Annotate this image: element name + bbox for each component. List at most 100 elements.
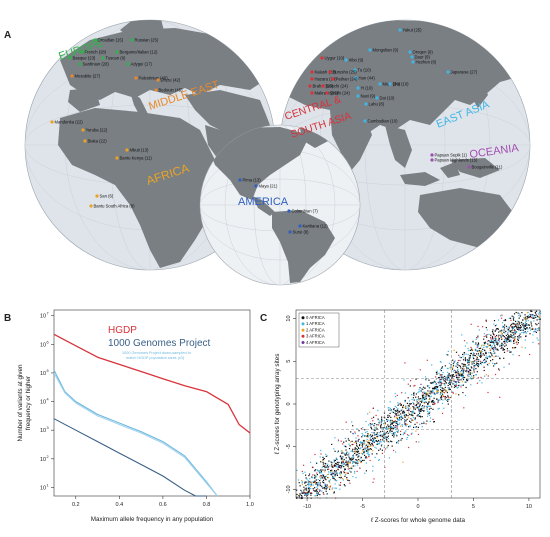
scatter-point <box>412 417 414 419</box>
scatter-point <box>363 439 365 442</box>
scatter-point <box>532 314 534 316</box>
scatter-point <box>483 354 485 356</box>
scatter-point <box>404 421 406 423</box>
scatter-point <box>333 474 335 476</box>
scatter-point <box>364 445 366 447</box>
scatter-point <box>359 448 361 450</box>
scatter-point <box>299 494 301 496</box>
scatter-point <box>317 482 319 484</box>
scatter-point <box>414 423 416 425</box>
population-marker: Hezhen (8) <box>411 60 437 65</box>
scatter-point <box>415 430 417 432</box>
scatter-point <box>308 490 310 492</box>
scatter-point <box>489 336 492 338</box>
scatter-point <box>444 378 446 380</box>
scatter-point <box>506 341 508 343</box>
scatter-point <box>393 421 395 423</box>
population-dot <box>134 76 138 80</box>
scatter-point <box>530 317 532 319</box>
scatter-point <box>489 349 491 351</box>
scatter-point <box>369 444 372 446</box>
scatter-point <box>357 462 359 464</box>
scatter-point <box>352 454 355 456</box>
scatter-point <box>440 378 442 381</box>
scatter-point <box>510 324 512 326</box>
scatter-point <box>475 338 477 340</box>
scatter-point <box>369 442 371 444</box>
scatter-point <box>492 359 494 361</box>
population-label: Yoruba (22) <box>86 128 108 133</box>
scatter-point <box>325 488 327 490</box>
scatter-point <box>329 485 332 487</box>
scatter-point <box>439 399 441 401</box>
scatter-point <box>471 367 473 369</box>
scatter-point <box>344 468 346 470</box>
scatter-point <box>462 375 464 377</box>
scatter-point <box>320 449 322 452</box>
scatter-point <box>296 493 298 496</box>
scatter-point <box>456 372 458 374</box>
scatter-point <box>364 456 367 458</box>
population-marker: Han (44) <box>354 76 375 81</box>
population-label: Colombian (7) <box>292 209 319 214</box>
scatter-point <box>487 356 489 358</box>
scatter-point <box>442 389 444 391</box>
scatter-point <box>519 327 521 329</box>
scatter-point <box>425 401 427 403</box>
scatter-point <box>379 441 381 443</box>
scatter-point <box>492 329 494 331</box>
scatter-point <box>532 317 534 319</box>
series-line <box>53 369 218 497</box>
scatter-point <box>384 427 386 429</box>
scatter-point <box>382 428 384 430</box>
scatter-point <box>355 462 357 464</box>
scatter-point <box>331 471 333 473</box>
scatter-point <box>493 334 495 336</box>
legend-1000g-down1: 1000 Genomes Project down-sampled to <box>122 351 191 355</box>
scatter-point <box>437 392 439 394</box>
scatter-point <box>410 410 412 413</box>
scatter-point <box>440 380 442 382</box>
scatter-point <box>478 350 480 352</box>
legend-1000g-down2: match HGDP population sizes (x3) <box>126 356 185 360</box>
scatter-point <box>354 447 356 449</box>
scatter-point <box>447 403 449 405</box>
scatter-point <box>532 341 534 343</box>
scatter-point <box>480 347 482 349</box>
scatter-point <box>364 429 366 431</box>
y-tick-label: 5 <box>286 360 292 363</box>
scatter-point <box>452 391 454 393</box>
scatter-point <box>475 364 477 366</box>
scatter-point <box>402 461 404 463</box>
scatter-point <box>429 420 431 422</box>
scatter-point <box>448 398 450 401</box>
scatter-point <box>408 435 410 437</box>
scatter-point <box>491 347 493 349</box>
scatter-point <box>315 483 317 485</box>
scatter-point <box>469 369 471 371</box>
scatter-point <box>437 381 439 383</box>
scatter-point <box>377 440 379 443</box>
scatter-point <box>501 337 503 339</box>
scatter-point <box>402 412 404 414</box>
scatter-point <box>396 424 399 426</box>
scatter-point <box>354 452 356 454</box>
scatter-point <box>443 383 445 385</box>
scatter-point <box>512 354 514 356</box>
population-dot <box>70 74 74 78</box>
scatter-point <box>469 356 471 358</box>
scatter-point <box>524 322 526 324</box>
scatter-point <box>355 454 357 456</box>
scatter-point <box>476 350 478 352</box>
scatter-point <box>319 475 321 477</box>
scatter-point <box>423 407 425 409</box>
scatter-point <box>414 426 417 428</box>
scatter-point <box>345 474 347 476</box>
scatter-point <box>445 382 447 384</box>
scatter-point <box>441 387 443 389</box>
population-dot <box>328 70 332 74</box>
scatter-point <box>322 479 325 481</box>
scatter-point <box>516 328 518 330</box>
scatter-point <box>517 327 519 329</box>
scatter-point <box>475 342 477 344</box>
